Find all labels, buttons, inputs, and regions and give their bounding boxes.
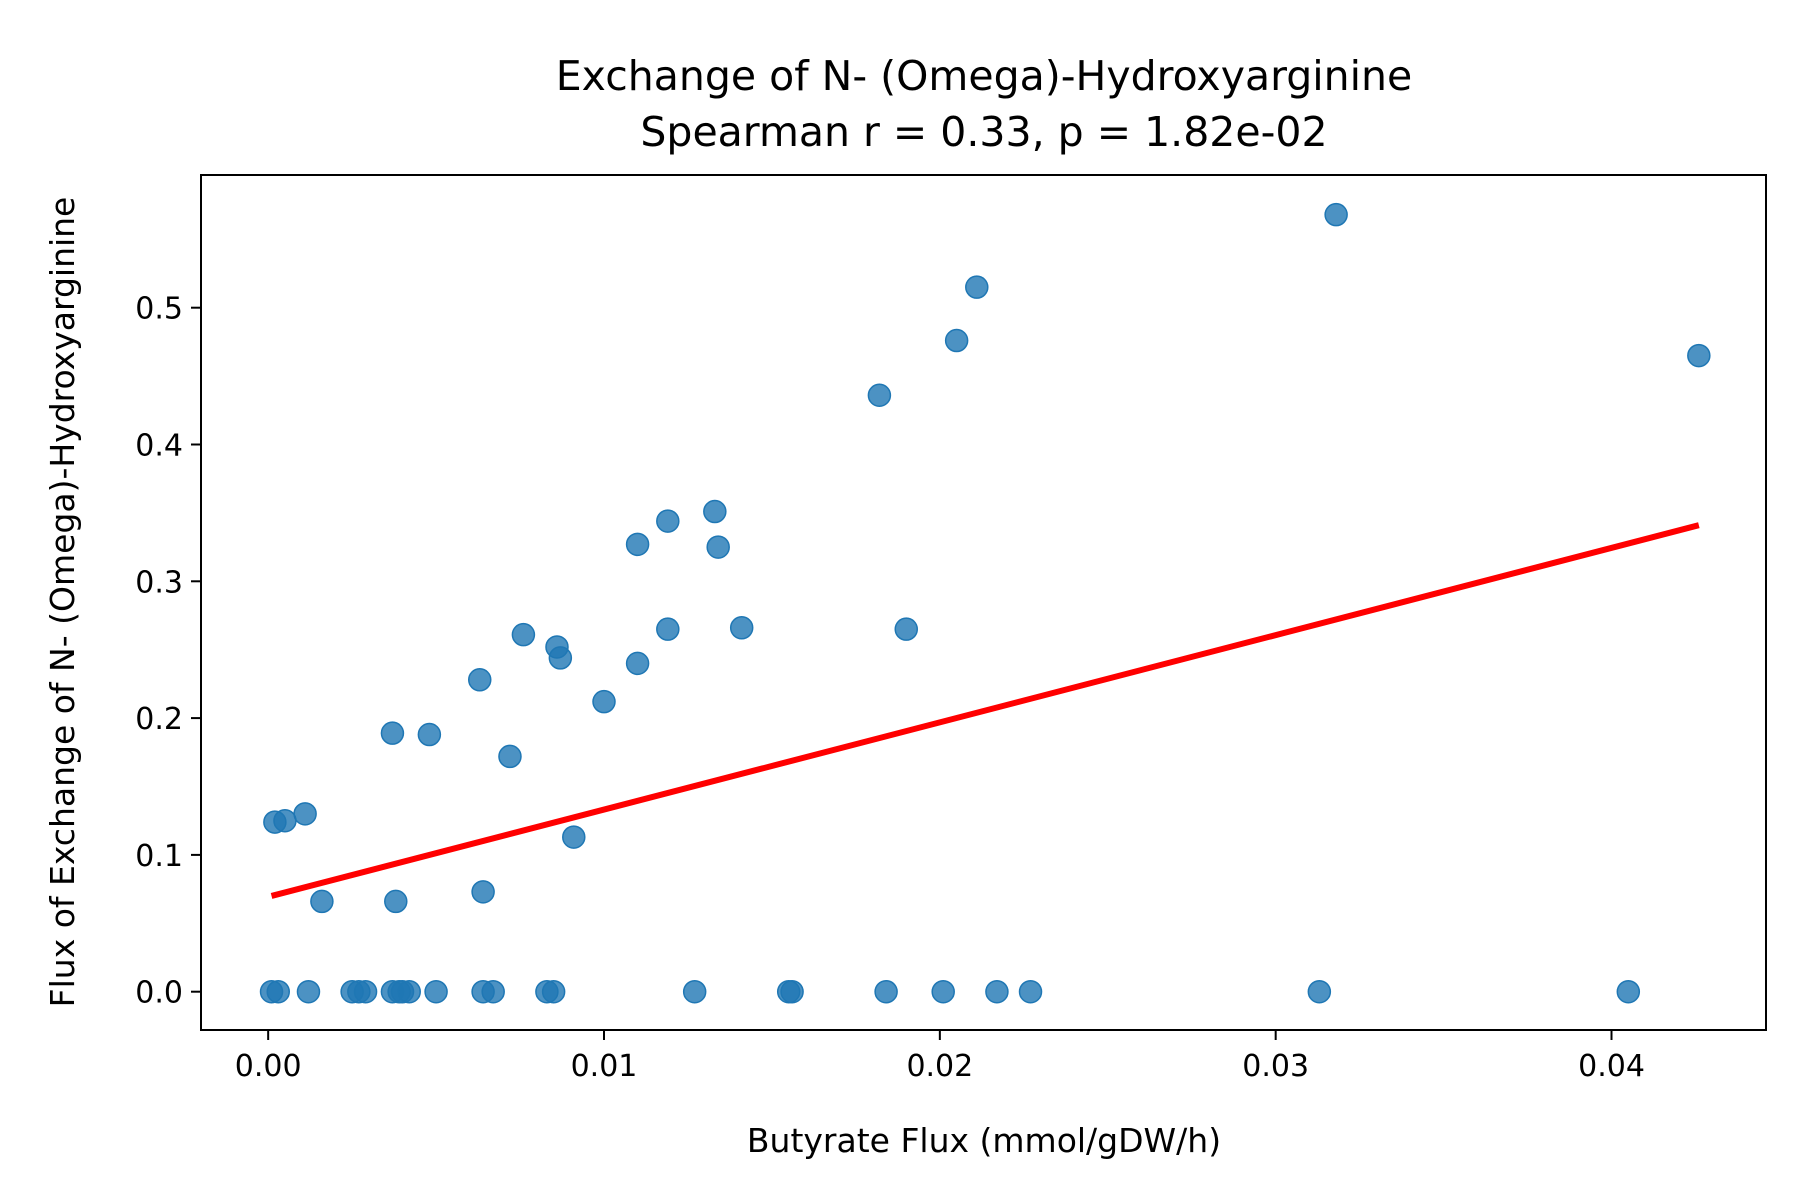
y-tick-label: 0.0 bbox=[135, 976, 183, 1011]
data-point bbox=[1307, 979, 1332, 1004]
data-point bbox=[592, 689, 616, 714]
data-point bbox=[266, 979, 290, 1004]
data-point bbox=[625, 532, 650, 557]
regression-line bbox=[270, 522, 1700, 899]
data-point bbox=[293, 802, 317, 826]
x-tick-label: 0.01 bbox=[571, 1049, 638, 1084]
y-axis-ticks: 0.0 0.1 0.2 0.3 0.4 0.5 bbox=[135, 292, 201, 1011]
data-point bbox=[471, 880, 495, 904]
x-axis-ticks: 0.00 0.01 0.02 0.03 0.04 bbox=[235, 1030, 1645, 1084]
x-tick-label: 0.03 bbox=[1242, 1049, 1309, 1084]
data-point bbox=[1687, 343, 1711, 368]
data-point bbox=[625, 651, 650, 676]
data-point bbox=[417, 722, 442, 747]
data-point bbox=[296, 979, 321, 1004]
regression-line-layer bbox=[270, 522, 1700, 899]
y-axis-label: Flux of Exchange of N- (Omega)-Hydroxyar… bbox=[43, 197, 82, 1008]
data-point bbox=[1324, 202, 1348, 227]
data-point bbox=[682, 979, 707, 1004]
chart-subtitle: Spearman r = 0.33, p = 1.82e-02 bbox=[640, 108, 1327, 156]
data-point bbox=[706, 535, 730, 559]
plot-frame bbox=[200, 174, 1767, 1031]
data-point bbox=[511, 622, 536, 647]
data-point bbox=[729, 616, 754, 640]
x-tick-label: 0.04 bbox=[1578, 1049, 1645, 1084]
data-point bbox=[656, 509, 680, 533]
data-point bbox=[965, 275, 989, 299]
data-point bbox=[481, 979, 505, 1004]
data-point bbox=[867, 383, 892, 407]
data-point bbox=[380, 721, 405, 745]
data-point bbox=[985, 979, 1009, 1004]
data-point bbox=[353, 979, 378, 1004]
data-points bbox=[259, 202, 1711, 1004]
data-point bbox=[424, 979, 448, 1004]
x-tick-label: 0.02 bbox=[906, 1049, 973, 1084]
data-point bbox=[397, 979, 421, 1004]
data-point bbox=[894, 617, 919, 641]
data-point bbox=[548, 646, 573, 670]
y-tick-label: 0.1 bbox=[135, 839, 183, 874]
data-point bbox=[703, 499, 727, 524]
data-point bbox=[498, 744, 522, 769]
y-tick-label: 0.2 bbox=[135, 702, 183, 737]
x-axis-label: Butyrate Flux (mmol/gDW/h) bbox=[747, 1121, 1221, 1160]
data-point bbox=[931, 979, 955, 1004]
data-point bbox=[384, 889, 408, 914]
data-point bbox=[273, 808, 297, 833]
data-point bbox=[874, 979, 898, 1004]
data-point bbox=[541, 979, 566, 1004]
data-point bbox=[562, 825, 586, 849]
data-point bbox=[656, 617, 680, 641]
data-point bbox=[944, 328, 969, 353]
data-point bbox=[780, 979, 804, 1004]
x-tick-label: 0.00 bbox=[235, 1049, 302, 1084]
y-tick-label: 0.5 bbox=[135, 292, 183, 327]
data-point bbox=[1616, 979, 1641, 1004]
chart-title: Exchange of N- (Omega)-Hydroxyarginine bbox=[556, 52, 1412, 100]
data-point bbox=[1018, 979, 1043, 1004]
y-tick-label: 0.4 bbox=[135, 428, 183, 463]
y-tick-label: 0.3 bbox=[135, 565, 183, 600]
data-point bbox=[467, 668, 492, 692]
data-point bbox=[310, 889, 334, 914]
